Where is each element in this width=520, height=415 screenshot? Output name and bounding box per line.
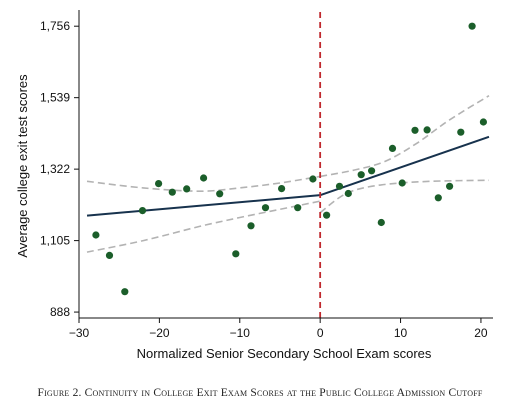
data-point <box>183 185 191 193</box>
ci-upper-right-line <box>320 95 490 178</box>
data-point <box>200 174 208 182</box>
data-point <box>138 207 147 215</box>
x-axis-title: Normalized Senior Secondary School Exam … <box>137 346 432 361</box>
x-tick-label: 10 <box>394 326 408 340</box>
data-point <box>92 231 100 239</box>
data-point <box>388 144 397 152</box>
data-point <box>105 251 114 259</box>
data-point <box>216 190 224 198</box>
x-tick-label: 0 <box>317 326 324 340</box>
axes: 888 1,105 1,322 1,539 1,756 −30 −20 −10 0 10 20 <box>40 10 493 340</box>
data-point <box>398 179 406 187</box>
data-point <box>247 222 255 230</box>
data-point <box>368 167 376 175</box>
figure-caption: Figure 2. Continuity in College Exit Exa… <box>37 387 483 399</box>
x-tick-label: −20 <box>149 326 170 340</box>
ci-lower-right-line <box>319 179 490 214</box>
data-point <box>446 182 454 190</box>
y-tick-label: 1,539 <box>40 91 70 105</box>
y-tick-label: 1,756 <box>40 19 70 33</box>
y-tick-label: 1,105 <box>40 234 70 248</box>
confidence-bands <box>86 95 490 253</box>
data-point <box>377 218 385 227</box>
fit-line-right <box>319 135 490 197</box>
data-point <box>155 180 163 188</box>
data-point <box>294 204 302 212</box>
ci-upper-left-line <box>86 175 321 193</box>
data-point <box>468 22 476 30</box>
data-point <box>335 182 344 190</box>
data-point <box>411 126 419 134</box>
data-point <box>121 288 129 296</box>
data-point <box>357 171 365 179</box>
data-point <box>434 194 442 202</box>
data-point <box>344 189 352 198</box>
data-point <box>168 188 176 196</box>
data-point <box>261 204 270 212</box>
data-point <box>278 185 286 193</box>
y-tick-label: 888 <box>50 305 70 319</box>
data-point <box>423 126 431 134</box>
data-point <box>232 250 240 258</box>
data-point <box>457 128 465 136</box>
ci-lower-left-line <box>86 200 321 253</box>
x-tick-label: 20 <box>474 326 488 340</box>
data-point <box>309 175 317 183</box>
y-tick-label: 1,322 <box>40 162 70 176</box>
scatter-chart: 888 1,105 1,322 1,539 1,756 −30 −20 −10 0 10 20 No… <box>15 10 493 361</box>
data-point <box>323 211 331 219</box>
x-tick-label: −30 <box>69 326 90 340</box>
data-point <box>479 118 487 126</box>
y-axis-title: Average college exit test scores <box>15 74 30 258</box>
x-tick-label: −10 <box>230 326 251 340</box>
data-points <box>92 22 487 296</box>
fit-lines <box>86 135 490 217</box>
fit-line-left <box>86 194 321 217</box>
